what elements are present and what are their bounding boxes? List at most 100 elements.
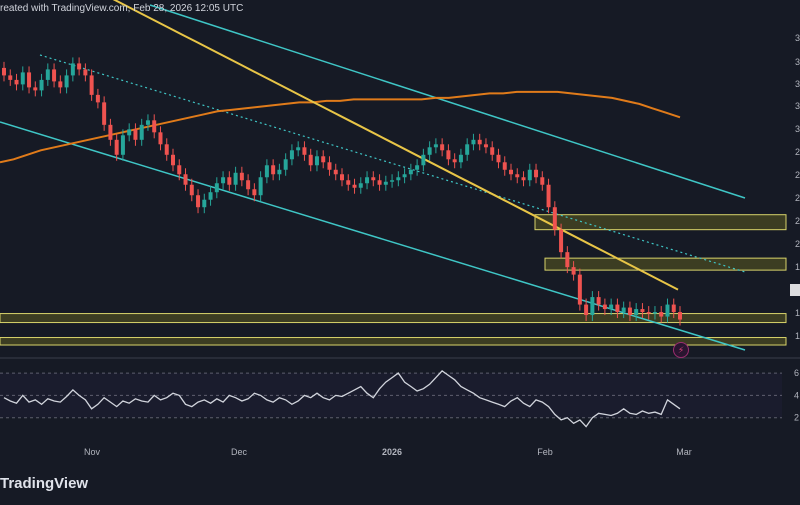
candles-layer bbox=[2, 57, 682, 326]
candle-body bbox=[39, 79, 44, 91]
trendlines-layer bbox=[0, 4, 746, 351]
candle-body bbox=[540, 177, 545, 185]
candle-body bbox=[233, 172, 238, 185]
price-tick-label: 1 bbox=[795, 262, 800, 272]
candle-body bbox=[408, 169, 413, 175]
candle-body bbox=[202, 199, 207, 208]
chart-header-text: reated with TradingView.com, Feb 28, 202… bbox=[0, 3, 244, 14]
candle-body bbox=[433, 144, 438, 148]
candle-body bbox=[396, 177, 401, 181]
candle-body bbox=[189, 184, 194, 196]
candle-body bbox=[571, 267, 576, 275]
axis-layer: 6 4 2 3 3 3 3 3 2 2 2 2 2 1 1 1 Nov Dec 2026 Feb Mar bbox=[0, 33, 800, 457]
candle-body bbox=[164, 144, 169, 155]
candle-body bbox=[127, 129, 132, 136]
candle-body bbox=[615, 304, 620, 313]
channel-lower-line bbox=[0, 121, 746, 351]
candle-body bbox=[346, 180, 351, 185]
candle-body bbox=[352, 184, 357, 188]
candle-body bbox=[527, 169, 532, 181]
candle-body bbox=[358, 183, 363, 188]
candle-body bbox=[678, 312, 682, 320]
candle-body bbox=[383, 181, 388, 185]
price-tick-label: 1 bbox=[795, 308, 800, 318]
price-tick-label: 3 bbox=[795, 101, 800, 111]
candle-body bbox=[333, 169, 338, 175]
candle-body bbox=[596, 297, 601, 305]
candle-body bbox=[421, 154, 426, 166]
candle-body bbox=[133, 129, 138, 140]
candle-body bbox=[577, 274, 582, 305]
candle-body bbox=[152, 120, 157, 133]
candle-body bbox=[83, 69, 88, 76]
price-tick-label: 2 bbox=[795, 216, 800, 226]
candle-body bbox=[509, 169, 513, 175]
rsi-tick-label: 4 bbox=[794, 390, 799, 400]
x-tick-label: Dec bbox=[231, 447, 248, 457]
candle-body bbox=[652, 312, 657, 314]
candle-body bbox=[627, 307, 632, 316]
candle-body bbox=[33, 87, 38, 91]
candle-body bbox=[659, 312, 664, 317]
candle-body bbox=[27, 72, 32, 88]
candle-body bbox=[496, 154, 501, 163]
price-tick-label: 2 bbox=[795, 239, 800, 249]
candle-body bbox=[139, 124, 144, 140]
zone-0 bbox=[534, 214, 787, 231]
candle-body bbox=[196, 195, 201, 208]
candle-body bbox=[264, 165, 269, 178]
rsi-line bbox=[3, 370, 681, 428]
candle-body bbox=[477, 139, 482, 145]
candle-body bbox=[177, 165, 182, 175]
candle-body bbox=[665, 304, 670, 317]
candle-body bbox=[565, 252, 570, 268]
candle-body bbox=[365, 177, 370, 184]
candle-body bbox=[546, 184, 551, 208]
candle-body bbox=[14, 79, 19, 85]
candle-body bbox=[95, 94, 100, 103]
candle-body bbox=[584, 304, 589, 316]
zone-3 bbox=[0, 337, 787, 346]
candle-body bbox=[671, 304, 676, 313]
lightning-icon[interactable]: ⚡ bbox=[673, 342, 689, 358]
candle-body bbox=[2, 67, 6, 76]
candle-body bbox=[239, 172, 244, 181]
candle-body bbox=[183, 174, 188, 185]
candle-body bbox=[327, 162, 332, 170]
zone-2 bbox=[0, 313, 787, 324]
candle-body bbox=[452, 159, 457, 163]
candle-body bbox=[609, 304, 614, 310]
candle-body bbox=[89, 75, 94, 95]
candle-body bbox=[171, 154, 175, 166]
candle-body bbox=[58, 81, 63, 88]
candle-body bbox=[621, 307, 626, 313]
rsi-tick-label: 2 bbox=[794, 413, 799, 423]
candle-body bbox=[458, 154, 463, 163]
candle-body bbox=[521, 177, 526, 181]
candle-body bbox=[427, 147, 432, 155]
x-tick-label: Nov bbox=[84, 447, 101, 457]
x-tick-label: Feb bbox=[537, 447, 553, 457]
candle-body bbox=[390, 180, 395, 182]
candle-body bbox=[64, 75, 69, 88]
candle-body bbox=[440, 144, 445, 151]
x-tick-label: 2026 bbox=[382, 447, 402, 457]
ma-line-orange bbox=[0, 90, 681, 164]
candle-body bbox=[465, 144, 470, 155]
candle-body bbox=[277, 169, 282, 175]
candle-body bbox=[302, 147, 307, 155]
candle-body bbox=[289, 150, 294, 160]
candle-body bbox=[102, 102, 107, 125]
candle-body bbox=[158, 132, 163, 145]
candle-body bbox=[77, 63, 82, 70]
candle-body bbox=[602, 304, 607, 310]
tradingview-logo-text: TradingView bbox=[0, 475, 89, 492]
price-tick-label: 3 bbox=[795, 124, 800, 134]
candle-body bbox=[483, 144, 488, 148]
candle-body bbox=[221, 177, 226, 184]
candle-body bbox=[214, 183, 219, 193]
current-price-marker bbox=[790, 284, 800, 296]
candle-body bbox=[145, 120, 150, 125]
